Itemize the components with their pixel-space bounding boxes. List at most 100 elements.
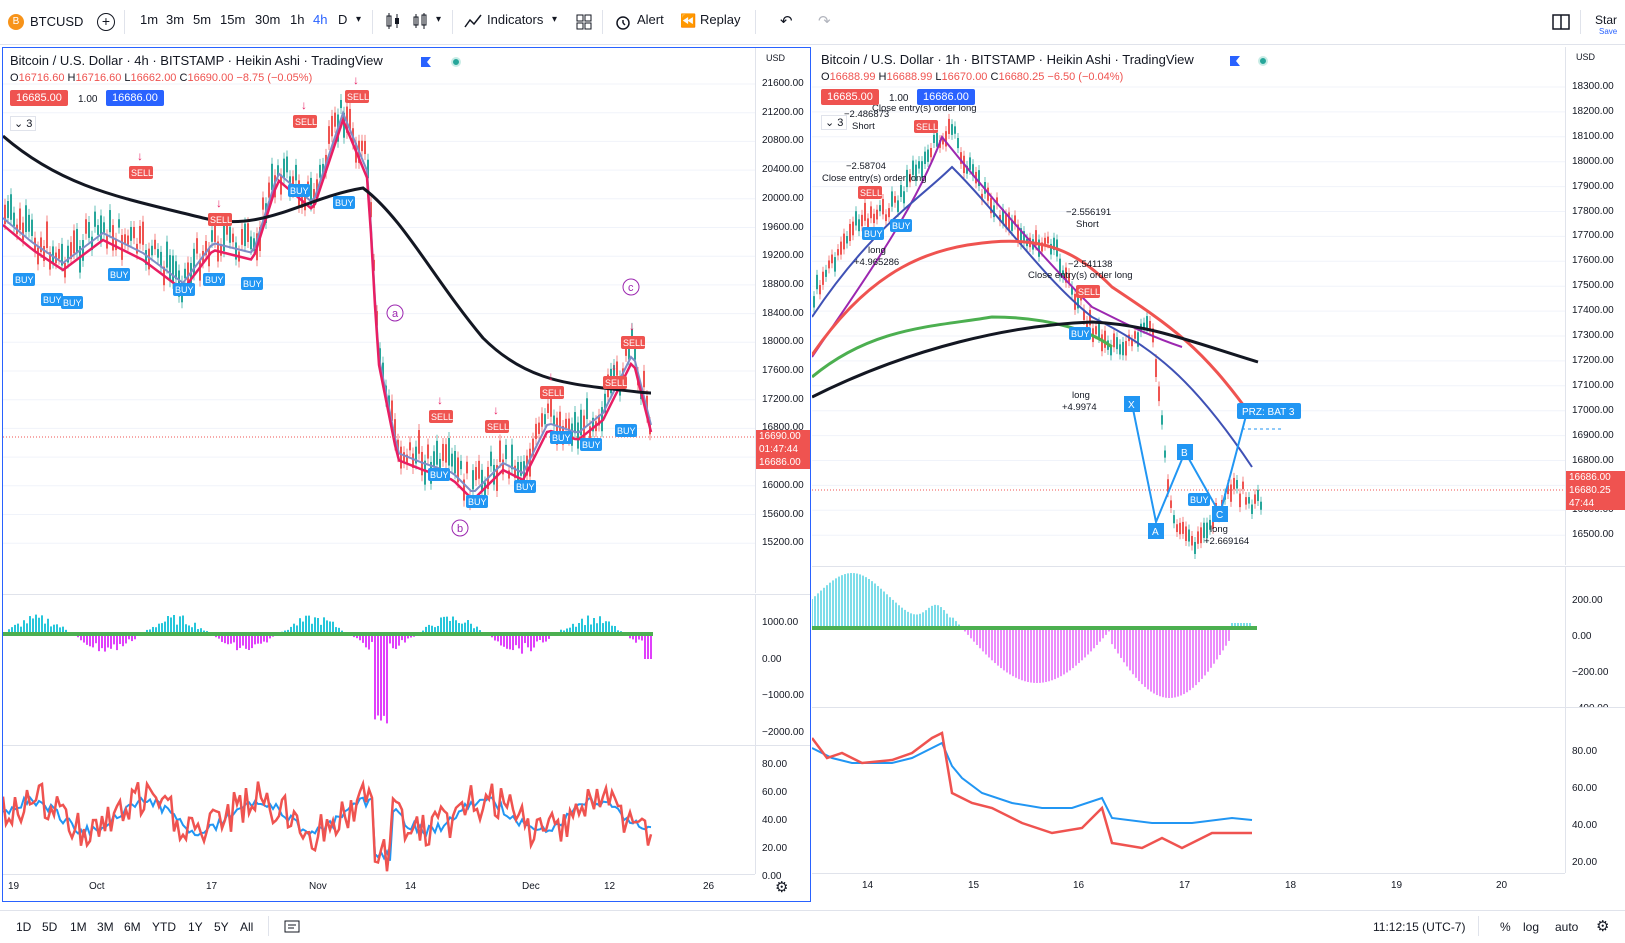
candle — [37, 247, 39, 265]
symbol-search[interactable]: B BTCUSD — [8, 10, 86, 34]
range-5y[interactable]: 5Y — [214, 920, 229, 934]
candle — [310, 177, 312, 206]
settings-gear-icon[interactable]: ⚙ — [1596, 918, 1610, 935]
replay-button[interactable]: Replay — [700, 12, 741, 27]
compare-add-icon[interactable]: + — [97, 13, 115, 31]
right-oscillator-axis[interactable]: 200.000.00−200.00−400.00 — [1565, 566, 1625, 714]
candle — [957, 137, 959, 149]
candle — [415, 446, 417, 464]
interval-1h[interactable]: 1h — [290, 12, 305, 27]
save-label[interactable]: Save — [1599, 27, 1618, 36]
alert-button[interactable]: Alert — [637, 12, 664, 27]
undo-icon[interactable]: ↶ — [780, 13, 793, 30]
range-5d[interactable]: 5D — [42, 920, 58, 934]
star-button[interactable]: Star — [1595, 13, 1618, 27]
buy-price-button[interactable]: 16686.00 — [917, 89, 975, 105]
interval-3m[interactable]: 3m — [166, 12, 185, 27]
goto-date-icon[interactable] — [284, 919, 300, 933]
currency-label[interactable]: USD — [766, 53, 786, 63]
templates-icon[interactable] — [576, 14, 592, 30]
buy-signal-badge — [41, 293, 63, 306]
left-oscillator-plot[interactable] — [3, 595, 755, 745]
left-rsi-axis[interactable]: 80.00 60.00 40.00 20.00 0.00 — [755, 745, 810, 882]
percent-toggle[interactable]: % — [1500, 920, 1511, 934]
alert-icon[interactable] — [614, 13, 632, 31]
left-rsi-plot[interactable] — [3, 746, 755, 874]
right-rsi-axis[interactable]: 80.00 60.00 40.00 20.00 — [1565, 707, 1625, 873]
collapse-indicators-button[interactable]: ⌄ 3 — [821, 115, 848, 130]
left-oscillator-pane[interactable] — [3, 594, 755, 745]
left-chart[interactable]: BUY BUY BUY BUY BUY BUY BUY BUY BUY BUY BUY BUY BUY B… — [2, 47, 811, 902]
right-oscillator-pane[interactable] — [812, 566, 1565, 707]
range-1y[interactable]: 1Y — [188, 920, 203, 934]
candle — [31, 219, 33, 237]
auto-toggle[interactable]: auto — [1555, 920, 1579, 934]
sell-signal-badge — [603, 376, 627, 389]
trade-annotation: Close entry(s) order long — [822, 173, 927, 184]
candle — [316, 179, 318, 191]
candle — [625, 345, 627, 356]
left-date-axis[interactable]: 19 Oct 17 Nov 14 Dec 12 26 — [3, 874, 755, 901]
axis-tick-label: 1000.00 — [762, 617, 799, 628]
right-oscillator-plot[interactable] — [812, 567, 1565, 707]
right-price-pane[interactable]: PRZ: BAT 3 X A B C BUY BUY BUY BUY SELL SELL SELL −2… — [812, 47, 1565, 565]
left-rsi-pane[interactable] — [3, 745, 755, 874]
left-price-axis[interactable]: USD 21600.00 21200.00 20800.00 20400.00 2000… — [755, 48, 810, 593]
buy-signal-badge — [288, 184, 310, 197]
candle — [115, 238, 117, 251]
interval-30m[interactable]: 30m — [255, 12, 281, 27]
candle — [1104, 330, 1106, 348]
candle — [1113, 333, 1115, 348]
candles-icon[interactable] — [412, 12, 428, 30]
clock-time[interactable]: 11:12:15 (UTC-7) — [1373, 920, 1466, 934]
chevron-down-icon[interactable]: ▾ — [356, 14, 362, 25]
trade-annotation: −2.541138 — [1068, 259, 1112, 270]
indicators-icon[interactable] — [464, 13, 482, 29]
candle — [370, 202, 372, 218]
interval-15m[interactable]: 15m — [220, 12, 246, 27]
chevron-down-icon[interactable]: ▾ — [436, 14, 442, 25]
right-rsi-plot[interactable] — [812, 708, 1565, 873]
range-6m[interactable]: 6M — [124, 920, 141, 934]
right-price-plot[interactable]: PRZ: BAT 3 X A B C BUY BUY BUY BUY SELL SELL SELL −2… — [812, 47, 1565, 565]
candle — [103, 222, 105, 233]
right-rsi-pane[interactable] — [812, 707, 1565, 873]
sell-price-button[interactable]: 16685.00 — [10, 90, 68, 106]
interval-1m[interactable]: 1m — [140, 12, 159, 27]
bar-style-icon[interactable] — [385, 12, 401, 30]
left-oscillator-axis[interactable]: 1000.00 0.00 −1000.00 −2000.00 — [755, 594, 810, 745]
interval-5m[interactable]: 5m — [193, 12, 212, 27]
chevron-down-icon[interactable]: ▾ — [552, 14, 558, 25]
axis-tick-label: 15200.00 — [762, 537, 804, 549]
buy-price-button[interactable]: 16686.00 — [106, 90, 164, 106]
sell-signal-badge — [914, 120, 938, 133]
range-3m[interactable]: 3M — [97, 920, 114, 934]
range-ytd[interactable]: YTD — [152, 920, 176, 934]
range-1d[interactable]: 1D — [16, 920, 32, 934]
layout-icon[interactable] — [1552, 14, 1570, 30]
left-price-pane[interactable]: BUY BUY BUY BUY BUY BUY BUY BUY BUY BUY BUY BUY BUY B… — [3, 48, 755, 593]
candle — [891, 191, 893, 207]
right-price-axis[interactable]: USD 18300.00 18200.00 18100.00 18000.00 1790… — [1565, 47, 1625, 565]
candle — [1014, 215, 1016, 225]
range-all[interactable]: All — [240, 920, 254, 934]
candle — [478, 460, 480, 479]
interval-4h[interactable]: 4h — [313, 12, 328, 27]
log-toggle[interactable]: log — [1523, 920, 1540, 934]
replay-icon[interactable]: ⏪ — [680, 13, 697, 28]
right-chart[interactable]: PRZ: BAT 3 X A B C BUY BUY BUY BUY SELL SELL SELL −2… — [812, 47, 1625, 902]
settings-gear-icon[interactable]: ⚙ — [775, 879, 789, 896]
right-date-axis[interactable]: 14 15 16 17 18 19 20 — [812, 873, 1565, 901]
rsi-line — [3, 779, 653, 872]
collapse-indicators-button[interactable]: ⌄ 3 — [10, 116, 37, 131]
currency-label[interactable]: USD — [1576, 52, 1596, 62]
date-tick-label: 14 — [405, 881, 417, 892]
candle — [481, 469, 483, 492]
indicators-button[interactable]: Indicators — [487, 12, 544, 27]
range-1m[interactable]: 1M — [70, 920, 87, 934]
interval-d[interactable]: D — [338, 12, 348, 27]
sell-price-button[interactable]: 16685.00 — [821, 89, 879, 105]
candle — [1182, 521, 1184, 534]
candle — [1200, 527, 1202, 544]
